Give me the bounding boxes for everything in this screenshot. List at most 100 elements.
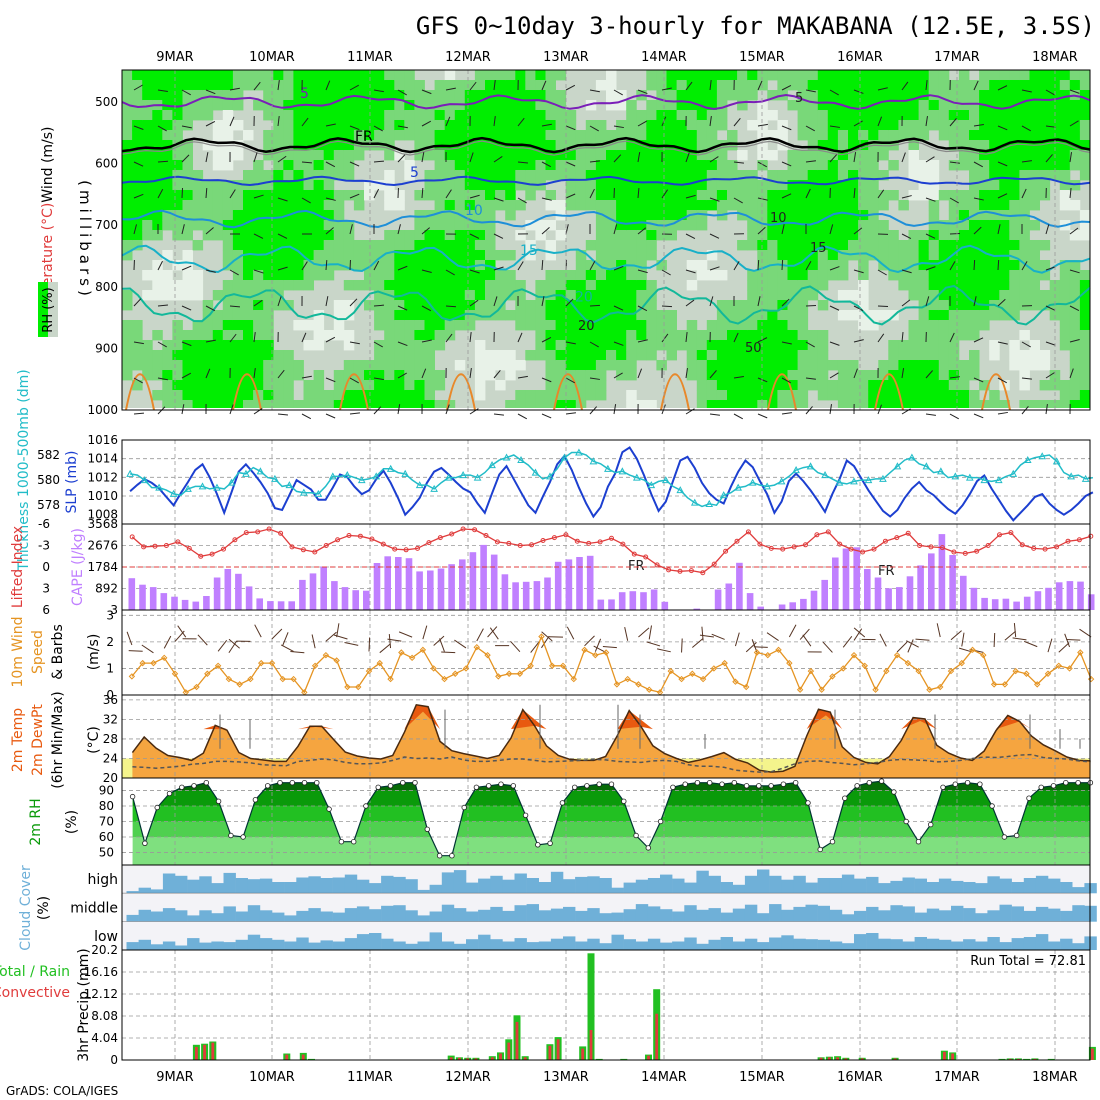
rh-cell	[908, 230, 919, 241]
rh-cell	[474, 220, 486, 231]
rh-cell	[696, 390, 708, 401]
rh-cell	[1069, 390, 1081, 401]
cape-bar	[789, 602, 796, 610]
li-marker	[198, 553, 204, 559]
rh-cell	[212, 190, 224, 201]
rh-cell	[1029, 350, 1040, 361]
rh-cell	[878, 360, 889, 371]
rh-cell	[162, 200, 173, 211]
rh-cell	[555, 140, 567, 151]
rh-cell	[1039, 190, 1051, 201]
rh-cell	[474, 90, 486, 101]
thickness-marker	[357, 476, 366, 484]
wind-speed-marker	[225, 675, 233, 683]
rh-cell	[414, 360, 425, 371]
rh-cell	[485, 260, 496, 271]
rh-cell	[666, 110, 677, 121]
li-marker	[974, 548, 980, 554]
rh-cell	[888, 100, 899, 111]
rh-cell	[364, 110, 375, 121]
cloud-bar	[696, 943, 709, 950]
cloud-bar	[672, 941, 685, 950]
cape-bar	[1002, 598, 1010, 610]
rh-cell	[232, 200, 244, 211]
rh-cell	[263, 200, 274, 211]
rh-cell	[232, 390, 244, 401]
rh-cell	[343, 370, 355, 381]
rh-cell	[898, 380, 909, 391]
rh-cell	[706, 70, 718, 81]
cloud-bar	[1084, 936, 1097, 950]
thickness-marker	[155, 483, 163, 491]
rh-cell	[212, 100, 224, 111]
cloud-bar	[175, 945, 188, 950]
rh-cell	[716, 300, 728, 311]
cape-bar	[437, 568, 445, 610]
rh-cell	[404, 120, 415, 131]
cape-bar	[512, 582, 519, 610]
rh-cell	[928, 330, 940, 341]
rh-cell	[152, 330, 163, 341]
slp-frame	[121, 439, 1091, 525]
rh-cell	[434, 270, 446, 281]
rh-cell	[273, 260, 284, 271]
rh-cell	[273, 390, 284, 401]
rh-cell	[353, 260, 365, 271]
rh-marker	[473, 784, 480, 790]
rh-marker	[854, 783, 860, 789]
temp-tick-label: 32	[103, 712, 118, 726]
rh-cell	[696, 340, 708, 351]
rh-cell	[686, 220, 698, 231]
rh-cell	[545, 330, 556, 341]
rh-cell	[787, 150, 798, 161]
rh-cell	[1069, 130, 1081, 141]
rh-cell	[1059, 290, 1071, 301]
rh-cell	[948, 300, 960, 311]
rh-cell	[404, 170, 415, 181]
rh-cell	[525, 220, 536, 231]
precip-conv-bar	[589, 1030, 593, 1060]
rh-cell	[515, 180, 526, 191]
rh-cell	[948, 110, 960, 121]
rh-cell	[807, 370, 819, 381]
rh-cell	[989, 340, 1000, 351]
rh-cell	[132, 170, 143, 181]
rh-cell	[253, 260, 264, 271]
rh-cell	[454, 230, 466, 241]
rh-cell	[696, 330, 708, 341]
cape-bar	[746, 593, 754, 610]
rh-cell	[807, 190, 819, 201]
wind-barb	[1069, 305, 1080, 311]
wind-barb-10m	[906, 640, 919, 648]
cloud-bar	[393, 941, 406, 950]
rh-cell	[505, 210, 516, 221]
rh-cell	[858, 260, 869, 271]
rh-cell	[666, 190, 677, 201]
cloud-bar	[247, 879, 261, 894]
rh-cell	[606, 80, 617, 91]
rh-cell	[858, 380, 869, 391]
rh-cell	[374, 110, 385, 121]
rh-cell	[797, 180, 809, 191]
cape-bar	[213, 577, 221, 610]
rh-cell	[333, 310, 345, 321]
rh-cell	[1079, 160, 1091, 171]
rh-cell	[182, 220, 193, 231]
rh-cell	[243, 190, 254, 201]
cloud-bar	[720, 882, 733, 894]
rh-cell	[999, 170, 1010, 181]
rh-cell	[474, 250, 486, 261]
rh-cell	[394, 260, 405, 271]
wind-barb-10m	[398, 631, 413, 638]
rh-cell	[656, 90, 667, 101]
rh-cell	[938, 300, 950, 311]
rh-cell	[404, 80, 415, 91]
li-marker	[129, 534, 135, 540]
rh-cell	[1059, 320, 1071, 331]
cloud-bar	[660, 874, 673, 894]
rh-cell	[595, 370, 607, 381]
wind-barb	[613, 404, 617, 415]
rh-cell	[595, 290, 607, 301]
rh-cell	[716, 160, 728, 171]
rh-cell	[555, 130, 567, 141]
